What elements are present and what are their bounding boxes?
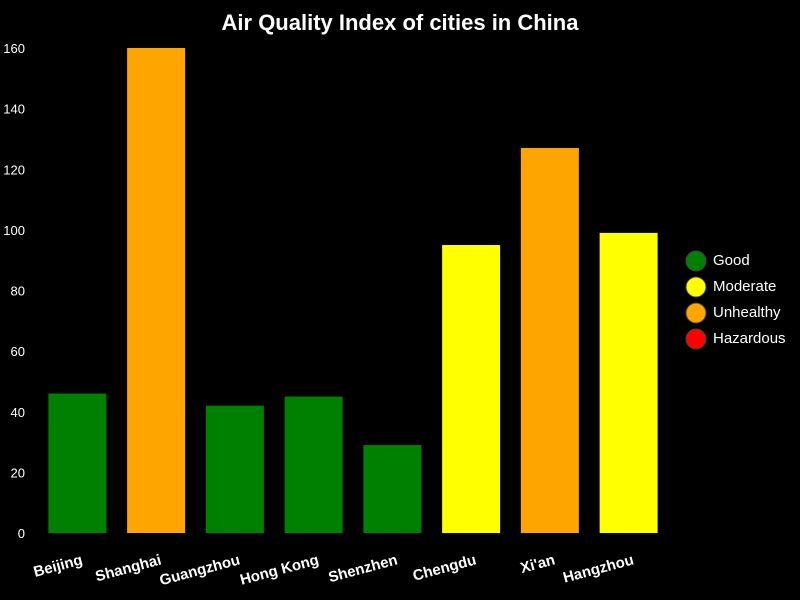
bar-hong-kong: [284, 396, 343, 533]
chart-title: Air Quality Index of cities in China: [222, 10, 580, 35]
bar-hangzhou: [599, 232, 658, 533]
bars: [48, 48, 658, 533]
legend-marker-unhealthy: [685, 302, 707, 324]
bar-xi-an: [520, 148, 579, 533]
legend-label: Good: [713, 252, 750, 269]
y-tick-label: 100: [3, 223, 25, 238]
y-tick-label: 140: [3, 102, 25, 117]
y-tick-label: 40: [11, 405, 25, 420]
legend-marker-hazardous: [685, 328, 707, 350]
bar-shenzhen: [363, 445, 422, 533]
y-tick-label: 120: [3, 162, 25, 177]
y-tick-label: 0: [18, 526, 25, 541]
y-tick-label: 20: [11, 465, 25, 480]
bar-chengdu: [442, 245, 501, 533]
y-tick-label: 160: [3, 41, 25, 56]
bar-guangzhou: [205, 405, 264, 533]
legend: Good Moderate Unhealthy Hazardous: [685, 250, 786, 350]
y-tick-label: 80: [11, 284, 25, 299]
legend-label: Moderate: [713, 278, 776, 295]
y-tick-label: 60: [11, 344, 25, 359]
legend-label: Hazardous: [713, 330, 786, 347]
legend-marker-moderate: [685, 276, 707, 298]
bar-shanghai: [127, 48, 186, 533]
legend-marker-good: [685, 250, 707, 272]
y-axis-ticks: 0 20 40 60 80 100 120 140 160: [3, 41, 25, 541]
legend-label: Unhealthy: [713, 304, 781, 321]
bar-beijing: [48, 393, 107, 533]
